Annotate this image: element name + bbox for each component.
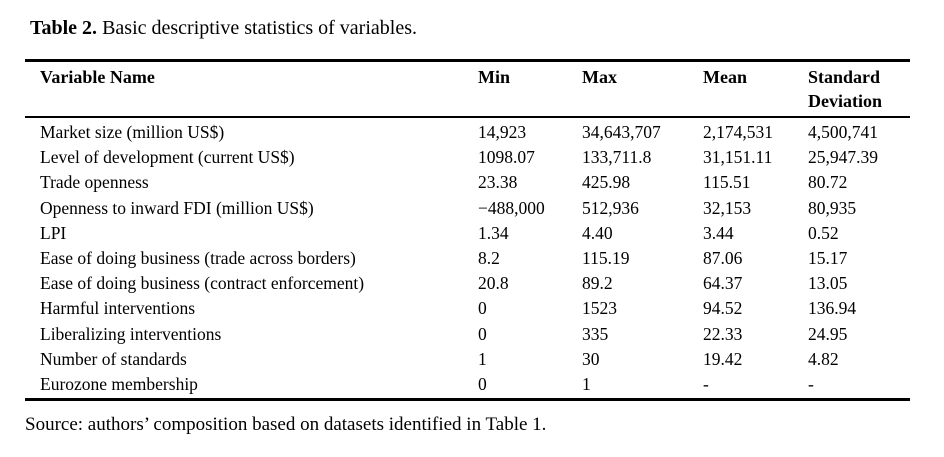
table-row: Ease of doing business (trade across bor… [25, 246, 910, 271]
variable-name-cell: Ease of doing business (contract enforce… [40, 273, 365, 294]
value-cell: 1523 [582, 298, 617, 319]
value-cell: 0 [478, 298, 487, 319]
value-cell: 22.33 [703, 323, 743, 344]
value-cell: - [703, 374, 709, 395]
value-cell: 512,936 [582, 197, 639, 218]
value-cell: 94.52 [703, 298, 743, 319]
table-row: LPI 1.34 4.40 3.44 0.52 [25, 221, 910, 246]
variable-name-cell: LPI [40, 222, 67, 243]
value-cell: 8.2 [478, 248, 500, 269]
value-cell: 0 [478, 374, 487, 395]
value-cell: 87.06 [703, 248, 743, 269]
variable-name-cell: Trade openness [40, 172, 149, 193]
variable-name-cell: Level of development (current US$) [40, 147, 295, 168]
column-header-standard-deviation: Standard Deviation [808, 60, 910, 118]
value-cell: 3.44 [703, 222, 734, 243]
table-caption: Table 2. Basic descriptive statistics of… [30, 14, 944, 42]
header-row: Variable Name Min Max Mean Standard Devi… [25, 60, 910, 118]
value-cell: 23.38 [478, 172, 518, 193]
column-header-mean: Mean [703, 60, 808, 118]
value-cell: 19.42 [703, 348, 743, 369]
column-header-variable-name: Variable Name [25, 60, 478, 118]
value-cell: −488,000 [478, 197, 545, 218]
table-row: Openness to inward FDI (million US$) −488… [25, 196, 910, 221]
table-header: Variable Name Min Max Mean Standard Devi… [25, 60, 910, 118]
value-cell: 30 [582, 348, 600, 369]
table-row: Number of standards 1 30 19.42 4.82 [25, 347, 910, 372]
value-cell: 0 [478, 323, 487, 344]
table-row: Liberalizing interventions 0 335 22.33 24.95 [25, 322, 910, 347]
value-cell: 25,947.39 [808, 147, 878, 168]
table-body: Market size (million US$) 14,923 34,643,70… [25, 117, 910, 400]
descriptive-statistics-table: Variable Name Min Max Mean Standard Devi… [25, 59, 910, 402]
value-cell: 1 [582, 374, 591, 395]
value-cell: 4,500,741 [808, 122, 878, 142]
table-row: Level of development (current US$) 1098.0… [25, 145, 910, 170]
value-cell: 4.82 [808, 348, 839, 369]
table-caption-text: Basic descriptive statistics of variable… [102, 17, 417, 39]
value-cell: 4.40 [582, 222, 613, 243]
value-cell: 80,935 [808, 197, 857, 218]
value-cell: 115.19 [582, 248, 630, 269]
variable-name-cell: Openness to inward FDI (million US$) [40, 197, 314, 218]
value-cell: - [808, 374, 814, 395]
variable-name-cell: Harmful interventions [40, 298, 196, 319]
value-cell: 136.94 [808, 298, 857, 319]
value-cell: 335 [582, 323, 609, 344]
value-cell: 31,151.11 [703, 147, 773, 168]
variable-name-cell: Eurozone membership [40, 374, 198, 395]
value-cell: 115.51 [703, 172, 751, 193]
source-note: Source: authors’ composition based on da… [25, 414, 547, 436]
value-cell: 1 [478, 348, 487, 369]
value-cell: 133,711.8 [582, 147, 652, 168]
column-header-max: Max [582, 60, 703, 118]
column-header-min: Min [478, 60, 582, 118]
value-cell: 24.95 [808, 323, 848, 344]
variable-name-cell: Market size (million US$) [40, 122, 225, 142]
value-cell: 1098.07 [478, 147, 535, 168]
table-row: Harmful interventions 0 1523 94.52 136.94 [25, 296, 910, 321]
value-cell: 425.98 [582, 172, 631, 193]
value-cell: 1.34 [478, 222, 509, 243]
table-row: Ease of doing business (contract enforce… [25, 271, 910, 296]
table-row: Eurozone membership 0 1 - - [25, 372, 910, 400]
value-cell: 89.2 [582, 273, 613, 294]
value-cell: 2,174,531 [703, 122, 773, 142]
value-cell: 15.17 [808, 248, 848, 269]
value-cell: 0.52 [808, 222, 839, 243]
table-caption-label: Table 2. [30, 17, 98, 39]
value-cell: 32,153 [703, 197, 752, 218]
value-cell: 14,923 [478, 122, 527, 142]
variable-name-cell: Liberalizing interventions [40, 323, 222, 344]
value-cell: 13.05 [808, 273, 848, 294]
value-cell: 20.8 [478, 273, 509, 294]
value-cell: 34,643,707 [582, 122, 661, 142]
table-row: Market size (million US$) 14,923 34,643,70… [25, 117, 910, 145]
value-cell: 64.37 [703, 273, 743, 294]
value-cell: 80.72 [808, 172, 848, 193]
variable-name-cell: Ease of doing business (trade across bor… [40, 248, 356, 269]
table-row: Trade openness 23.38 425.98 115.51 80.72 [25, 170, 910, 195]
variable-name-cell: Number of standards [40, 348, 187, 369]
